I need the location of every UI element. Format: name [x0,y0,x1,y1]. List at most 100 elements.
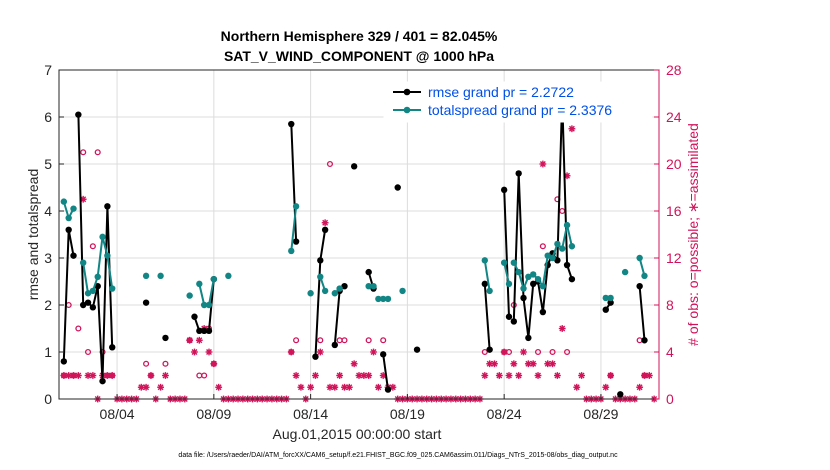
spread-point [370,283,377,290]
rmse-point [60,358,68,365]
y-axis-right-label: # of obs: o=possible; ∗=assimilated [685,123,701,346]
obs-assimilated-marker [210,360,218,368]
obs-assimilated-marker [558,325,566,332]
obs-possible-marker [80,149,87,156]
obs-assimilated-marker [573,383,581,391]
spread-point [510,259,518,266]
rmse-line-segment [503,189,510,317]
spread-point [544,252,551,259]
rmse-line-segment [382,354,389,390]
spread-point [104,252,111,259]
y-left-tick-label: 0 [44,391,52,407]
spread-point [99,233,106,241]
spread-point [486,287,493,295]
rmse-point [563,261,571,269]
obs-possible-marker [564,348,571,356]
obs-assimilated-marker [568,125,576,133]
y-left-tick-label: 6 [44,109,52,125]
obs-assimilated-marker [520,348,527,356]
spread-point [331,290,339,297]
obs-possible-marker [162,360,169,367]
rmse-point [394,184,401,191]
obs-assimilated-marker [636,383,644,391]
obs-assimilated-marker [336,372,344,379]
rmse-point [641,337,648,344]
obs-assimilated-marker [505,372,513,379]
obs-possible-marker [317,337,324,344]
spread-point [500,259,508,266]
x-tick-label: 08/29 [583,406,618,422]
spread-point [365,283,372,290]
rmse-point [515,170,522,177]
obs-assimilated-marker [307,383,315,391]
y-axis-left-label: rmse and totalspread [25,169,41,301]
y-left-tick-label: 1 [44,344,52,360]
x-tick-label: 08/19 [390,406,425,422]
rmse-point [200,327,208,335]
rmse-point [505,313,513,320]
obs-possible-marker [539,243,546,250]
obs-assimilated-marker [360,372,368,379]
obs-assimilated-marker [191,348,198,356]
rmse-point [331,341,339,349]
rmse-point [104,203,111,210]
y-right-tick-label: 16 [666,203,682,219]
rmse-point [520,294,527,302]
spread-point [563,221,571,229]
obs-possible-marker [84,348,92,356]
rmse-point [539,308,547,316]
obs-assimilated-marker [495,372,503,379]
obs-assimilated-marker [137,383,145,391]
spread-point [525,273,532,280]
obs-assimilated-marker [602,383,610,391]
obs-assimilated-marker [292,372,300,379]
series-layer [60,95,648,398]
rmse-point [70,252,77,259]
y-left-tick-label: 7 [44,62,52,78]
y-right-tick-label: 20 [666,156,682,172]
rmse-point [568,275,576,283]
rmse-point [75,111,82,118]
legend: rmse grand pr = 2.2722 totalspread grand… [383,81,653,123]
obs-assimilated-marker [331,383,339,391]
spread-point [636,254,643,262]
obs-assimilated-marker [645,372,653,379]
rmse-point [99,377,106,385]
obs-assimilated-marker [215,383,223,391]
rmse-point [350,163,358,170]
obs-assimilated-marker [195,336,203,344]
obs-assimilated-marker [162,372,169,379]
obs-assimilated-marker [350,360,358,368]
rmse-point [486,346,493,353]
obs-assimilated-marker [510,360,518,368]
spread-point [157,272,164,280]
spread-point [317,273,324,280]
legend-box [383,81,653,123]
rmse-point [341,283,348,290]
spread-point [559,245,566,252]
obs-possible-marker [534,348,542,356]
spread-point [515,268,522,276]
obs-assimilated-marker [157,383,165,391]
rmse-point [162,334,169,342]
obs-assimilated-marker [374,383,382,391]
rmse-point [602,306,609,313]
spread-point [539,283,547,290]
y-right-tick-label: 4 [666,344,674,360]
obs-assimilated-marker [287,348,295,356]
rmse-point [379,351,387,358]
rmse-point [500,186,508,194]
rmse-point [321,226,329,233]
obs-assimilated-marker [74,372,82,379]
legend-spread-marker [403,106,411,114]
spread-point [379,295,387,303]
rmse-point [365,268,372,276]
x-tick-label: 08/09 [196,406,231,422]
spread-point [292,203,300,210]
spread-point [621,268,629,276]
spread-point [60,198,68,205]
spread-point [321,287,329,295]
x-tick-label: 08/04 [100,406,135,422]
rmse-point [142,299,150,306]
data-file-note: data file: /Users/raeder/DAI/ATM_forcXX/… [178,452,618,459]
